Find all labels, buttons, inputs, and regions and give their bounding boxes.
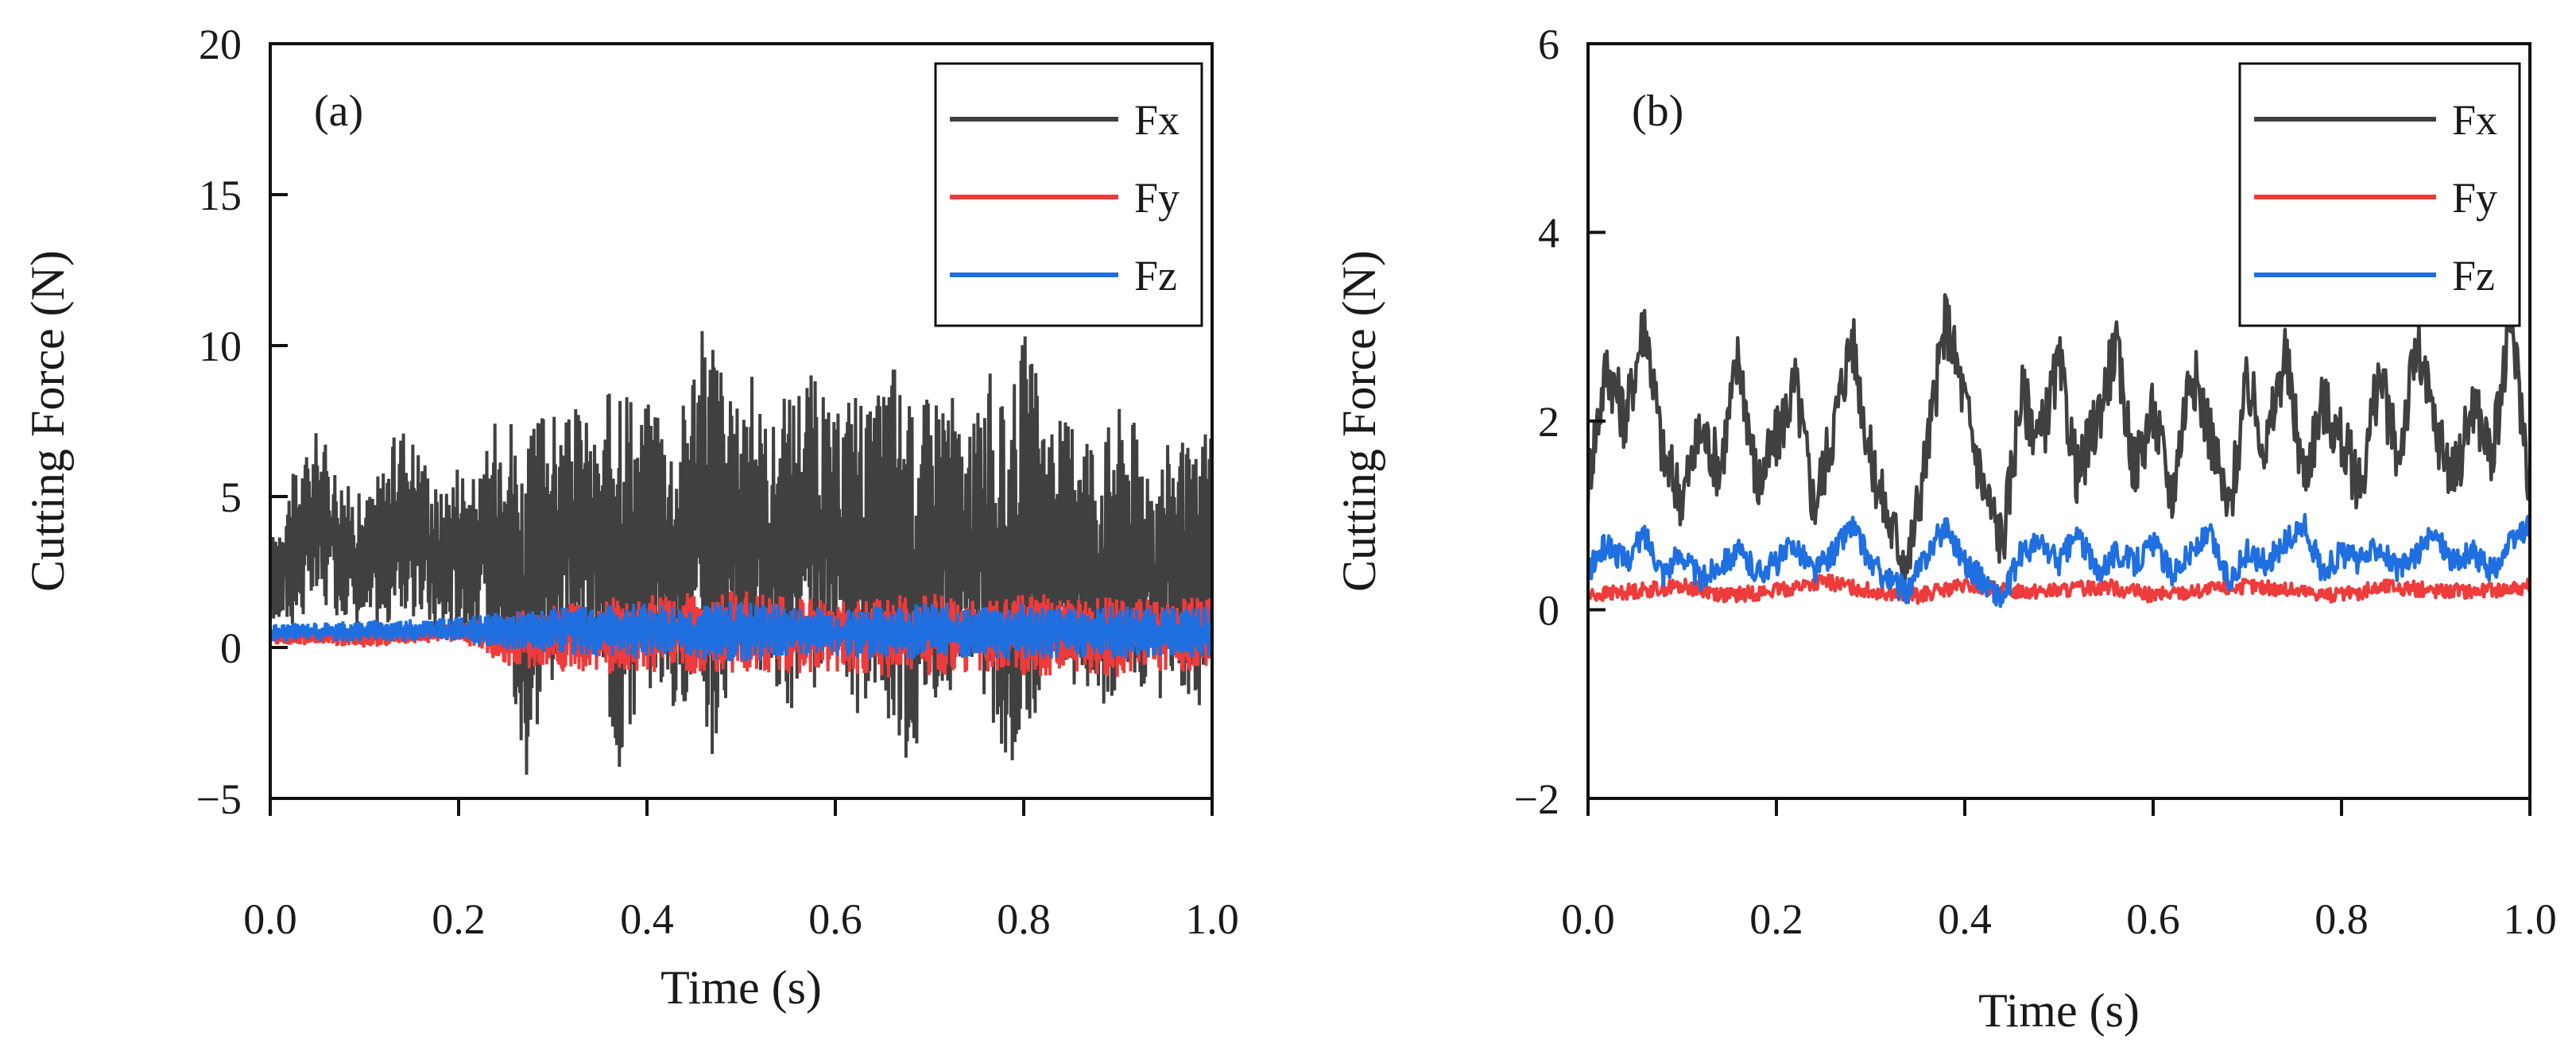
x-axis-title: Time (s) bbox=[1978, 984, 2140, 1037]
y-tick-label: 4 bbox=[1538, 210, 1559, 257]
y-tick-label: 6 bbox=[1538, 21, 1559, 68]
x-tick-label: 0.6 bbox=[2126, 895, 2180, 943]
series-line-fx bbox=[270, 330, 1212, 775]
y-axis-title: Cutting Force (N) bbox=[1333, 250, 1385, 592]
chart-panel-a: −5 0 5 10 15 20 0.0 0.2 0.4 0.6 0.8 1.0 Time (s) Cutt… bbox=[21, 21, 1239, 1014]
legend: Fx Fy Fz bbox=[934, 62, 1203, 327]
y-tick-label: 0 bbox=[220, 624, 242, 672]
x-tick-label: 0.4 bbox=[1938, 895, 1992, 943]
legend-label-fz: Fz bbox=[2452, 252, 2495, 300]
series-line-fx bbox=[1588, 292, 2530, 582]
y-tick-label: 15 bbox=[199, 172, 242, 219]
y-tick-label: 2 bbox=[1538, 398, 1559, 446]
y-tick-label: 20 bbox=[199, 21, 242, 68]
plot-area bbox=[1588, 292, 2530, 609]
series-fz bbox=[270, 601, 1212, 662]
legend-label-fx: Fx bbox=[2452, 96, 2497, 144]
series-fx bbox=[270, 330, 1212, 775]
chart-panel-b: −2 0 2 4 6 0.0 0.2 0.4 0.6 0.8 1.0 Time (s) Cutting … bbox=[1333, 21, 2557, 1037]
x-tick-label: 0.8 bbox=[2315, 895, 2369, 943]
series-fy bbox=[1588, 573, 2530, 605]
x-axis-title: Time (s) bbox=[660, 961, 822, 1014]
x-tick-label: 0.8 bbox=[997, 895, 1051, 943]
legend-label-fy: Fy bbox=[2452, 174, 2497, 222]
legend: Fx Fy Fz bbox=[2238, 62, 2521, 327]
plot-area bbox=[270, 330, 1212, 775]
y-tick-label: 10 bbox=[199, 323, 242, 370]
y-axis-title: Cutting Force (N) bbox=[21, 250, 74, 592]
x-tick-label: 0.2 bbox=[432, 895, 486, 943]
panel-label: (b) bbox=[1632, 87, 1683, 136]
x-tick-label: 0.6 bbox=[808, 895, 862, 943]
legend-label-fy: Fy bbox=[1134, 174, 1180, 222]
series-line-fz bbox=[1588, 512, 2530, 609]
plot-frame bbox=[269, 42, 1214, 800]
x-tick-label: 0.2 bbox=[1749, 895, 1803, 943]
series-fx bbox=[1588, 292, 2530, 582]
legend-label-fz: Fz bbox=[1134, 252, 1177, 300]
x-tick-label: 0.4 bbox=[620, 895, 674, 943]
y-tick-label: 0 bbox=[1538, 587, 1559, 635]
y-tick-label: −2 bbox=[1514, 775, 1559, 823]
x-tick-label: 0.0 bbox=[243, 895, 297, 943]
y-tick-label: 5 bbox=[220, 473, 242, 521]
x-tick-label: 0.0 bbox=[1561, 895, 1615, 943]
y-tick-label: −5 bbox=[196, 775, 242, 823]
series-line-fy bbox=[1588, 573, 2530, 605]
series-line-fz bbox=[270, 601, 1212, 662]
legend-label-fx: Fx bbox=[1134, 96, 1180, 144]
x-tick-label: 1.0 bbox=[2503, 895, 2557, 943]
panel-label: (a) bbox=[314, 87, 363, 136]
series-fz bbox=[1588, 512, 2530, 609]
x-tick-label: 1.0 bbox=[1185, 895, 1239, 943]
